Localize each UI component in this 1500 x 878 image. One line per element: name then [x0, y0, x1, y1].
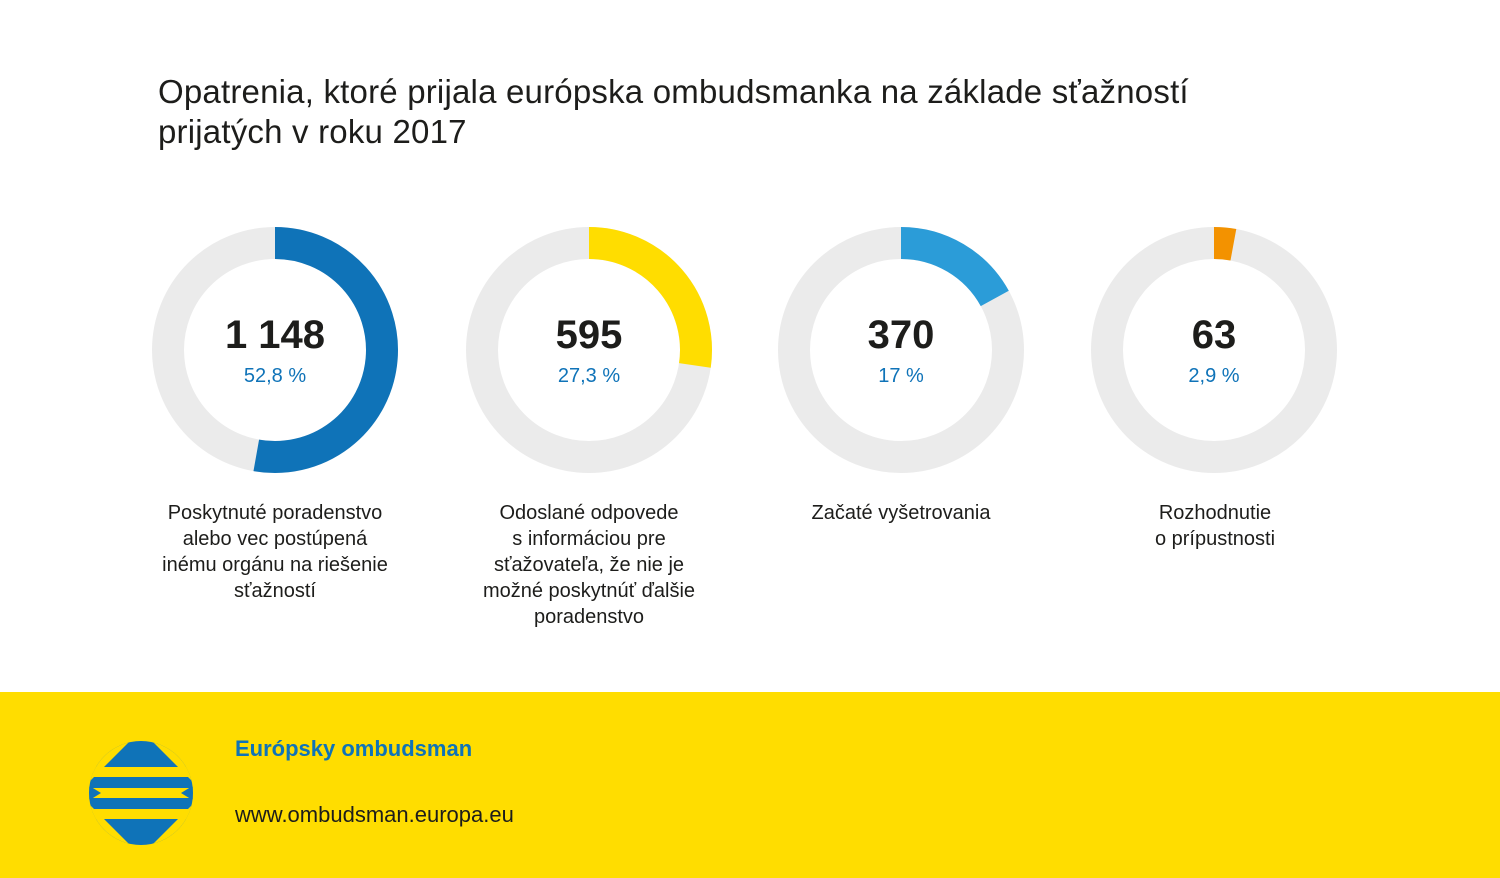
caption-1: Poskytnuté poradenstvo alebo vec postúpe…: [145, 500, 405, 604]
caption-2-line: poradenstvo: [533, 606, 645, 628]
page-title: Opatrenia, ktoré prijala európska ombuds…: [158, 72, 1358, 152]
european-ombudsman-logo-icon: [89, 741, 193, 845]
caption-4-line: Rozhodnutie: [1158, 502, 1272, 524]
donut-percent-label: 52,8 %: [244, 365, 306, 387]
donut-segment: [588, 227, 712, 368]
donut-1: 1 148 52,8 %: [152, 227, 398, 473]
caption-3-line: Začaté vyšetrovania: [811, 502, 991, 524]
donut-segment: [253, 227, 398, 473]
caption-4-line: o prípustnosti: [1154, 528, 1276, 550]
title-line-1: Opatrenia, ktoré prijala európska ombuds…: [158, 73, 1189, 110]
caption-1-line: sťažností: [234, 580, 316, 602]
caption-3: Začaté vyšetrovania: [771, 500, 1031, 526]
caption-2-line: možné poskytnúť ďalšie: [482, 580, 696, 602]
donut-value-label: 1 148: [225, 313, 325, 357]
donut-percent-label: 17 %: [878, 365, 924, 387]
organization-name: Európsky ombudsman: [235, 736, 473, 761]
caption-2: Odoslané odpovede s informáciou pre sťaž…: [459, 500, 719, 630]
caption-1-line: alebo vec postúpená: [182, 528, 368, 550]
donut-value-label: 370: [868, 313, 935, 357]
caption-1-line: Poskytnuté poradenstvo: [167, 502, 383, 524]
website-link[interactable]: www.ombudsman.europa.eu: [235, 802, 514, 827]
donut-value-label: 595: [556, 313, 623, 357]
donut-segment: [1213, 227, 1237, 261]
donut-percent-label: 27,3 %: [558, 365, 620, 387]
donut-2: 595 27,3 %: [466, 227, 712, 473]
donut-4: 63 2,9 %: [1091, 227, 1337, 473]
caption-1-line: inému orgánu na riešenie: [162, 554, 388, 576]
caption-2-line: sťažovateľa, že nie je: [493, 554, 685, 576]
donut-value-label: 63: [1192, 313, 1237, 357]
donut-percent-label: 2,9 %: [1188, 365, 1239, 387]
donut-charts: 1 148 52,8 % 595 27,3 % 370 17 % 63 2,9 %: [152, 227, 1337, 473]
title-line-2: prijatých v roku 2017: [158, 113, 467, 150]
caption-2-line: Odoslané odpovede: [499, 502, 679, 524]
donut-segment: [900, 227, 1009, 307]
caption-4: Rozhodnutie o prípustnosti: [1085, 500, 1345, 552]
donut-3: 370 17 %: [778, 227, 1024, 473]
footer-band: Európsky ombudsman www.ombudsman.europa.…: [0, 692, 1500, 878]
caption-2-line: s informáciou pre: [512, 528, 666, 550]
